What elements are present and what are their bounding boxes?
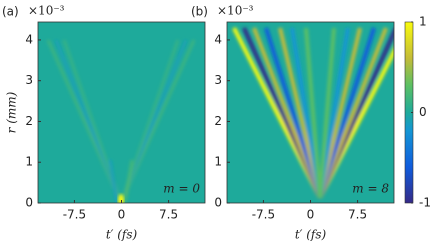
x-tick-label: 0 [307,208,315,222]
field-a [38,22,205,203]
y-tick-label: 0 [25,196,33,210]
y-tick-label: 1 [214,155,222,169]
x-tick-label: 7.5 [159,208,178,222]
y-tick-label: 2 [25,114,33,128]
annotation: m = 0 [163,182,200,196]
colorbar-tick-label: -1 [419,196,431,210]
y-tick-label: 0 [214,196,222,210]
y-tick-label: 3 [25,73,33,87]
y-tick-label: 4 [25,32,33,46]
field-b [227,22,394,203]
colorbar-tick-label: 0 [419,105,427,119]
x-axis-label: t′ (fs) [106,228,138,242]
x-tick-label: -7.5 [252,208,275,222]
scale-label: ×10⁻³ [217,4,254,18]
colorbar-tick-label: 1 [419,15,427,29]
annotation: m = 8 [352,182,389,196]
y-tick-label: 3 [214,73,222,87]
x-tick-label: -7.5 [63,208,86,222]
x-tick-label: 0 [118,208,126,222]
y-tick-label: 4 [214,32,222,46]
x-axis-label: t′ (fs) [295,228,327,242]
panel-label: (a) [2,5,19,19]
y-tick-label: 2 [214,114,222,128]
scale-label: ×10⁻³ [28,4,65,18]
x-tick-label: 7.5 [348,208,367,222]
panel-label: (b) [191,5,208,19]
y-axis-label: r (mm) [5,91,19,133]
y-tick-label: 1 [25,155,33,169]
colorbar [405,22,413,203]
